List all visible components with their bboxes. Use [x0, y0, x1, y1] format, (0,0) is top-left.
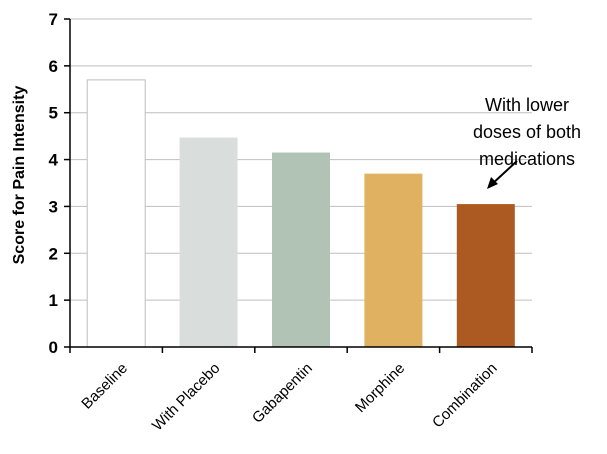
annotation-arrow [490, 160, 518, 186]
x-tick-label: Combination [429, 360, 501, 432]
bar-combination [456, 204, 515, 347]
annotation-line-3: medications [479, 149, 575, 169]
annotation-arrowhead [487, 177, 498, 189]
y-tick-label: 2 [49, 244, 58, 263]
x-tick-label: Morphine [352, 360, 408, 416]
y-tick-label: 0 [49, 338, 58, 357]
bar-morphine [364, 173, 423, 347]
x-tick-labels: Baseline With Placebo Gabapentin Morphine Co… [78, 360, 500, 435]
y-tick-label: 4 [49, 151, 59, 170]
y-tick-label: 3 [49, 197, 58, 216]
bar-baseline [86, 79, 146, 348]
bar-with-placebo [179, 137, 238, 347]
x-tick-label: With Placebo [149, 360, 224, 435]
y-tick-label: 6 [49, 57, 58, 76]
y-tick-labels: 0 1 2 3 4 5 6 7 [49, 10, 59, 357]
annotation: With lower doses of both medications [473, 95, 581, 189]
y-tick-label: 7 [49, 10, 58, 29]
axes [64, 18, 533, 353]
annotation-line-1: With lower [485, 95, 569, 115]
x-tick-label: Gabapentin [249, 360, 316, 427]
bar-gabapentin [272, 152, 330, 347]
y-axis-label: Score for Pain Intensity [11, 86, 28, 265]
bars [86, 79, 515, 348]
x-tick-label: Baseline [78, 360, 131, 413]
annotation-line-2: doses of both [473, 122, 581, 142]
y-tick-label: 5 [49, 104, 58, 123]
y-tick-label: 1 [49, 291, 58, 310]
